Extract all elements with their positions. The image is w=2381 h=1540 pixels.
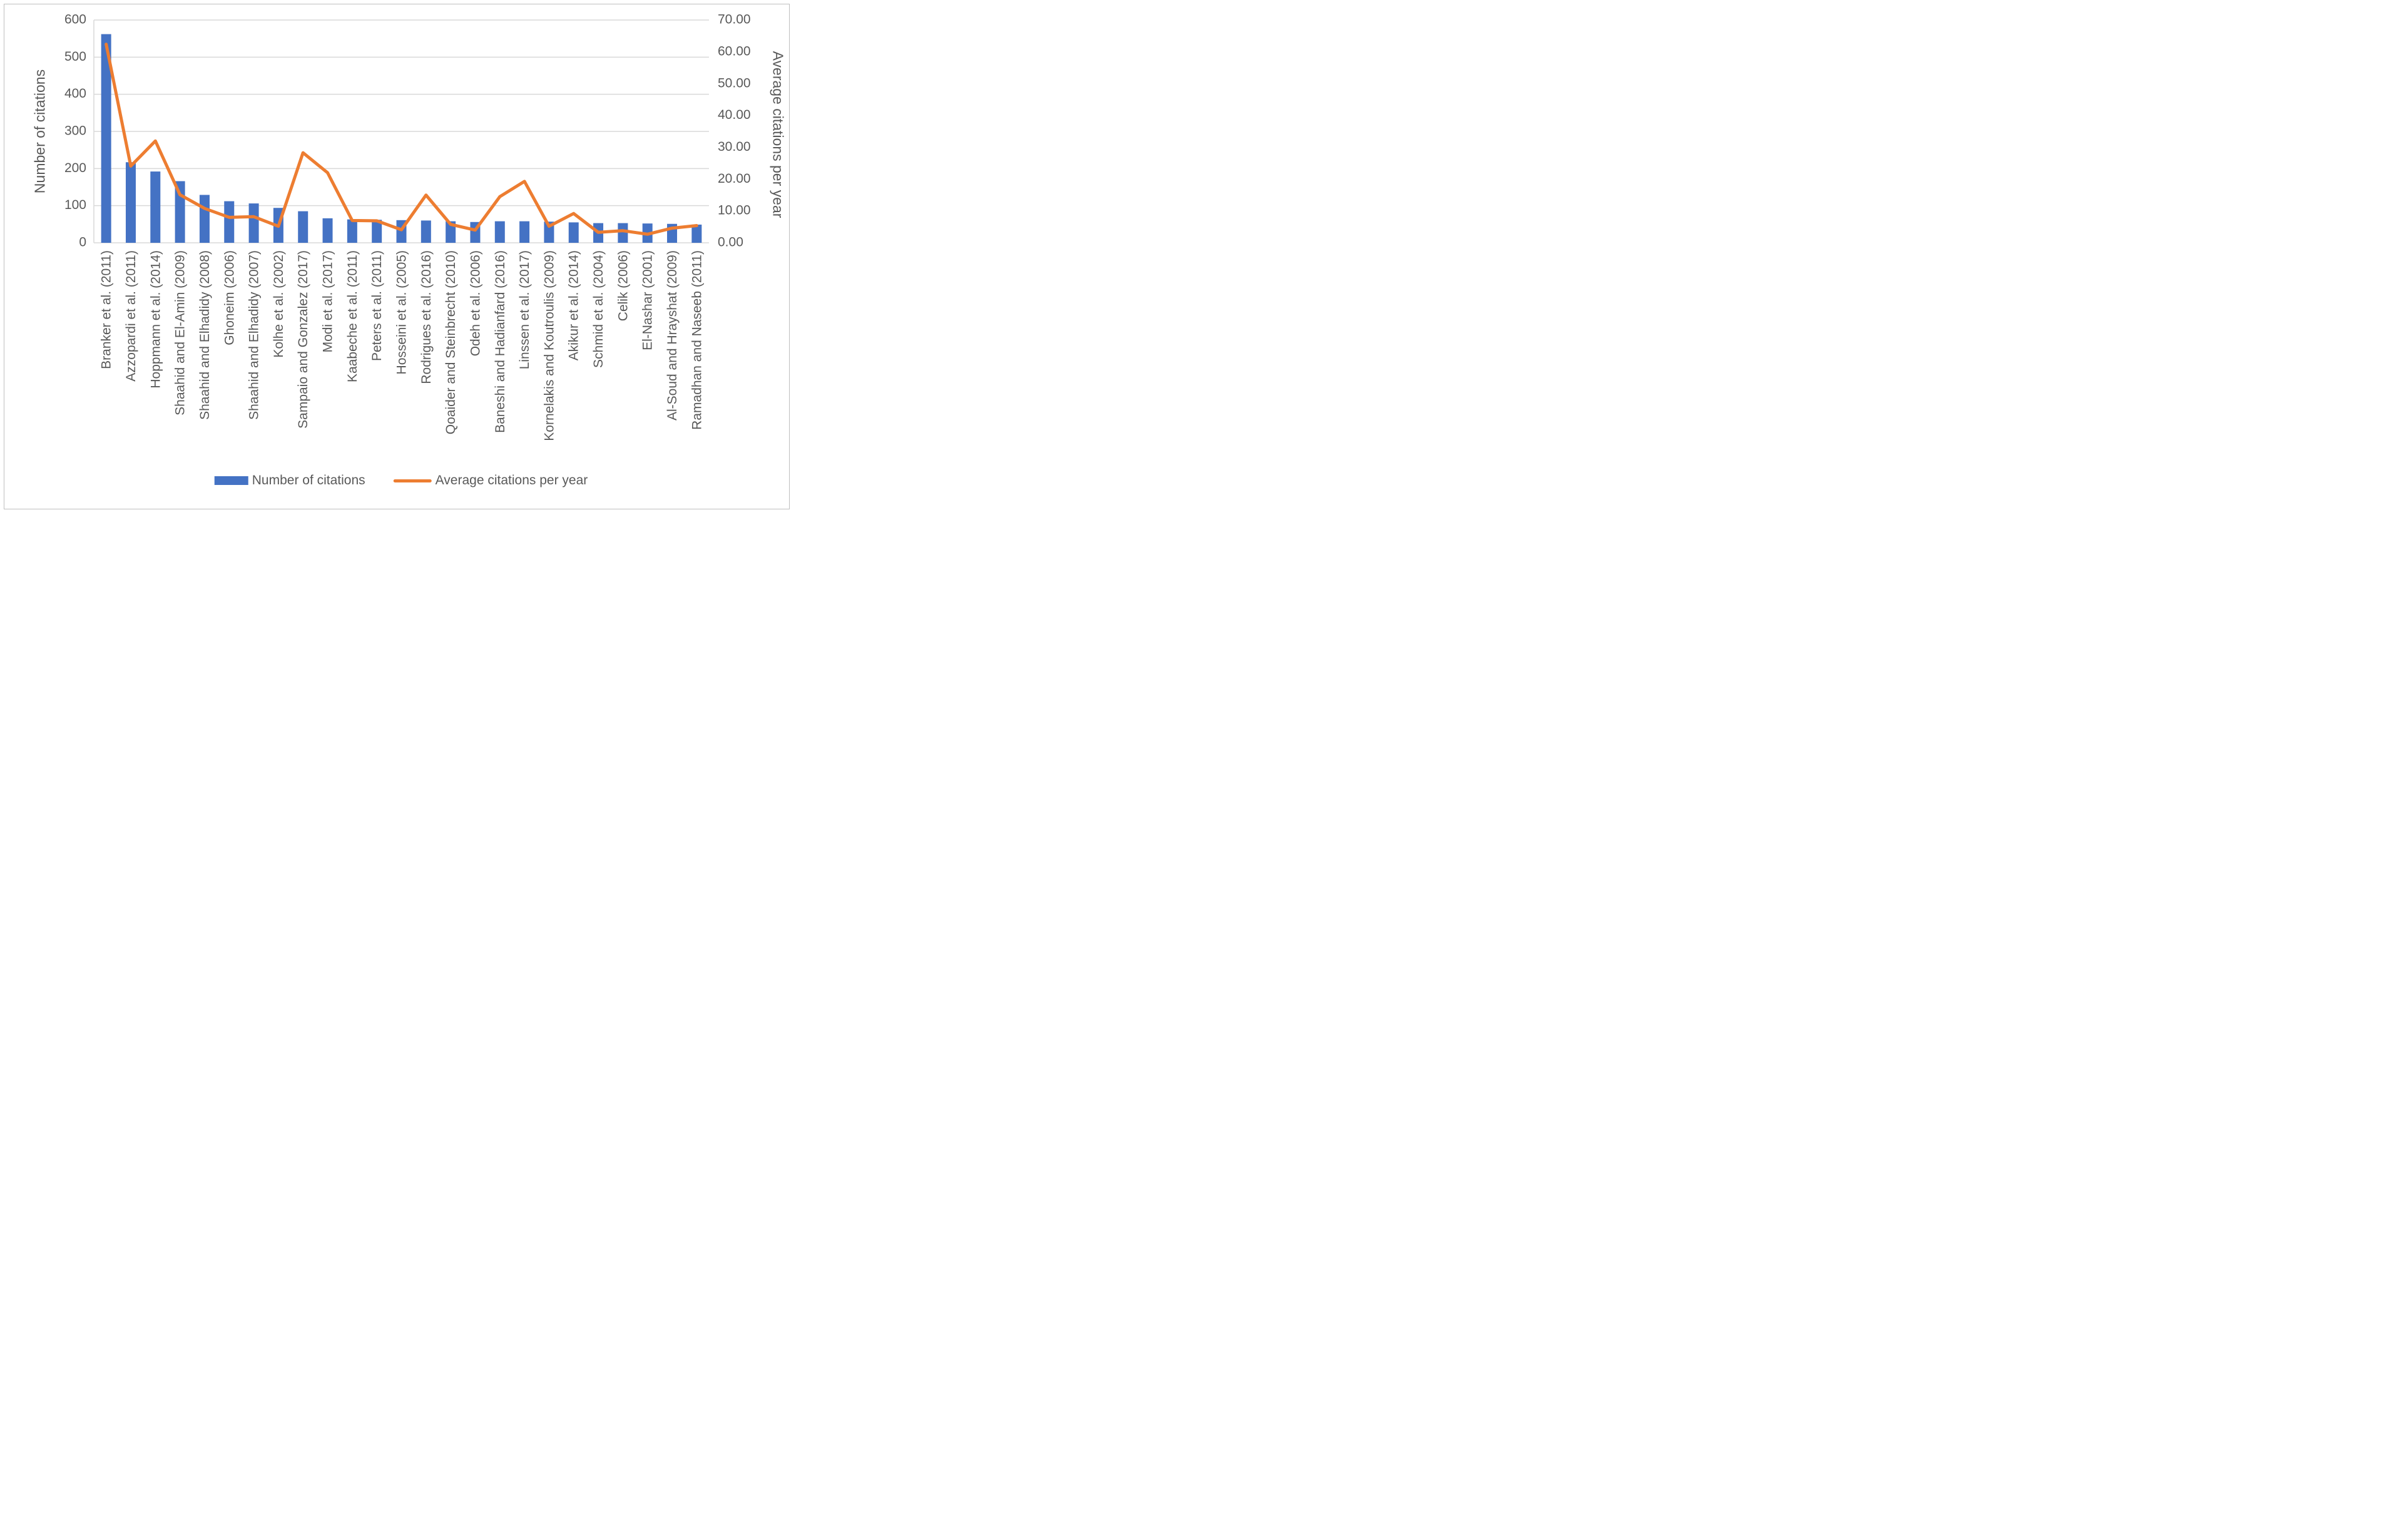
x-category-label: Branker et al. (2011) — [99, 250, 114, 369]
legend-item-bars: Number of citations — [214, 473, 365, 488]
x-category-label: Shaahid and El-Amin (2009) — [173, 250, 188, 416]
citation-count-bar — [150, 171, 161, 243]
citation-count-bar — [347, 219, 357, 243]
x-category-label: Schmid et al. (2004) — [591, 250, 606, 368]
x-category-label: Sampaio and Gonzalez (2017) — [296, 250, 310, 429]
x-category-label: Ghoneim (2006) — [222, 250, 237, 345]
legend-item-line: Average citations per year — [393, 473, 588, 488]
x-category-label: Shaahid and Elhadidy (2008) — [198, 250, 212, 420]
citation-count-bar — [248, 203, 259, 243]
plot-area: 600 500 400 300 200 100 0 70.00 60.00 50.00 40.00 3… — [64, 13, 751, 441]
citation-count-bar — [224, 201, 235, 243]
x-category-label: Al-Soud and Hrayshat (2009) — [665, 250, 680, 421]
citation-count-bar — [322, 218, 333, 243]
citation-count-bar — [618, 223, 628, 243]
y-tick-label-left: 600 — [64, 13, 86, 27]
x-category-label: Hoppmann et al. (2014) — [148, 250, 163, 389]
average-citations-line — [105, 43, 698, 236]
x-category-label: Celik (2006) — [616, 250, 630, 321]
y-tick-label-right: 70.00 — [718, 13, 751, 27]
y-tick-label-left: 500 — [64, 49, 86, 64]
y-tick-label-left: 200 — [64, 161, 86, 175]
y-tick-label-right: 10.00 — [718, 203, 751, 218]
legend-label-line: Average citations per year — [435, 473, 588, 487]
x-category-label: Kaabeche et al. (2011) — [345, 250, 360, 382]
x-category-label: Rodrigues et al. (2016) — [419, 250, 434, 384]
x-category-label: Qoaider and Steinbrecht (2010) — [444, 250, 458, 434]
citation-count-bar — [691, 224, 702, 243]
y-tick-label-left: 400 — [64, 86, 86, 101]
x-category-label: Baneshi and Hadianfard (2016) — [493, 250, 507, 433]
legend-label-bars: Number of citations — [252, 473, 365, 487]
y-tick-label-left: 100 — [64, 198, 86, 212]
citation-count-bar — [421, 220, 431, 243]
y-tick-label-left: 0 — [79, 235, 86, 250]
y-tick-label-right: 60.00 — [718, 44, 751, 58]
y-tick-label-right: 30.00 — [718, 140, 751, 154]
y-tick-label-left: 300 — [64, 124, 86, 138]
citation-count-bar — [544, 222, 554, 243]
bar-series-swatch — [214, 476, 248, 485]
citation-count-bar — [199, 195, 210, 243]
right-axis-title: Average citations per year — [770, 51, 787, 218]
citation-count-bar — [372, 220, 382, 243]
legend: Number of citations Average citations pe… — [214, 473, 588, 488]
citation-count-bar — [519, 221, 530, 243]
y-tick-label-right: 20.00 — [718, 171, 751, 186]
x-category-label: Akikur et al. (2014) — [567, 250, 581, 360]
x-category-label: Kolhe et al. (2002) — [272, 250, 286, 358]
y-tick-label-right: 40.00 — [718, 108, 751, 122]
x-category-label: Kornelakis and Koutroulis (2009) — [542, 250, 556, 441]
x-category-label: Odeh et al. (2006) — [468, 250, 482, 356]
x-category-label: Azzopardi et al. (2011) — [124, 250, 138, 382]
x-category-label: El-Nashar (2001) — [641, 250, 655, 350]
x-category-label: Shaahid and Elhadidy (2007) — [247, 250, 262, 420]
left-axis-title: Number of citations — [31, 69, 48, 194]
x-category-label: Modi et al. (2017) — [321, 250, 335, 352]
citation-count-bar — [101, 34, 111, 243]
y-tick-label-right: 0.00 — [718, 235, 743, 250]
x-category-label: Peters et al. (2011) — [370, 250, 384, 361]
citation-count-bar — [125, 162, 136, 243]
citation-count-bar — [568, 222, 579, 243]
citation-count-bar — [446, 221, 456, 243]
citation-count-bar — [298, 211, 308, 243]
x-category-label: Linssen et al. (2017) — [517, 250, 532, 369]
citation-count-bar — [494, 221, 505, 243]
line-series-swatch — [393, 479, 432, 482]
x-category-label: Ramadhan and Naseeb (2011) — [690, 250, 704, 430]
y-tick-label-right: 50.00 — [718, 76, 751, 90]
x-category-label: Hosseini et al. (2005) — [395, 250, 409, 374]
